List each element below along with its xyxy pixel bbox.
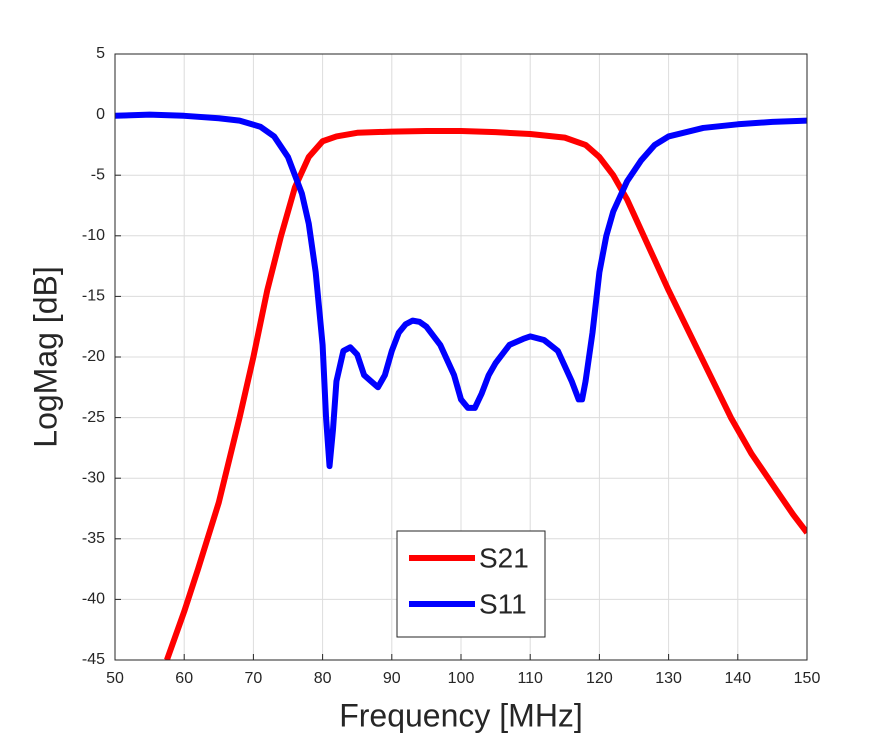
legend-label: S11: [479, 588, 527, 619]
x-tick-label: 130: [655, 670, 682, 687]
x-tick-label: 90: [383, 670, 401, 687]
x-tick-label: 70: [245, 670, 263, 687]
plot-frame: [114, 53, 808, 661]
x-tick-label: 120: [586, 670, 613, 687]
x-tick-label: 140: [724, 670, 751, 687]
y-tick-label: -35: [82, 530, 105, 547]
x-tick-label: 80: [314, 670, 332, 687]
y-axis-label: LogMag [dB]: [27, 266, 63, 447]
y-tick-label: -40: [82, 591, 105, 608]
y-tick-label: -15: [82, 288, 105, 305]
x-tick-label: 50: [106, 670, 124, 687]
y-tick-label: -20: [82, 348, 105, 365]
y-tick-label: -45: [82, 651, 105, 668]
x-tick-label: 150: [794, 670, 821, 687]
legend-label: S21: [479, 542, 529, 573]
y-tick-label: -25: [82, 409, 105, 426]
legend-box: [396, 530, 546, 638]
x-tick-label: 60: [175, 670, 193, 687]
series-line: [164, 127, 807, 660]
x-tick-label: 110: [517, 670, 543, 687]
x-axis-label: Frequency [MHz]: [339, 697, 583, 733]
series-line: [115, 111, 807, 470]
y-tick-label: -5: [91, 166, 105, 183]
y-tick-label: 5: [96, 45, 105, 62]
x-tick-label: 100: [448, 670, 475, 687]
y-tick-label: 0: [96, 106, 105, 123]
y-tick-label: -10: [82, 227, 105, 244]
y-tick-label: -30: [82, 469, 105, 486]
